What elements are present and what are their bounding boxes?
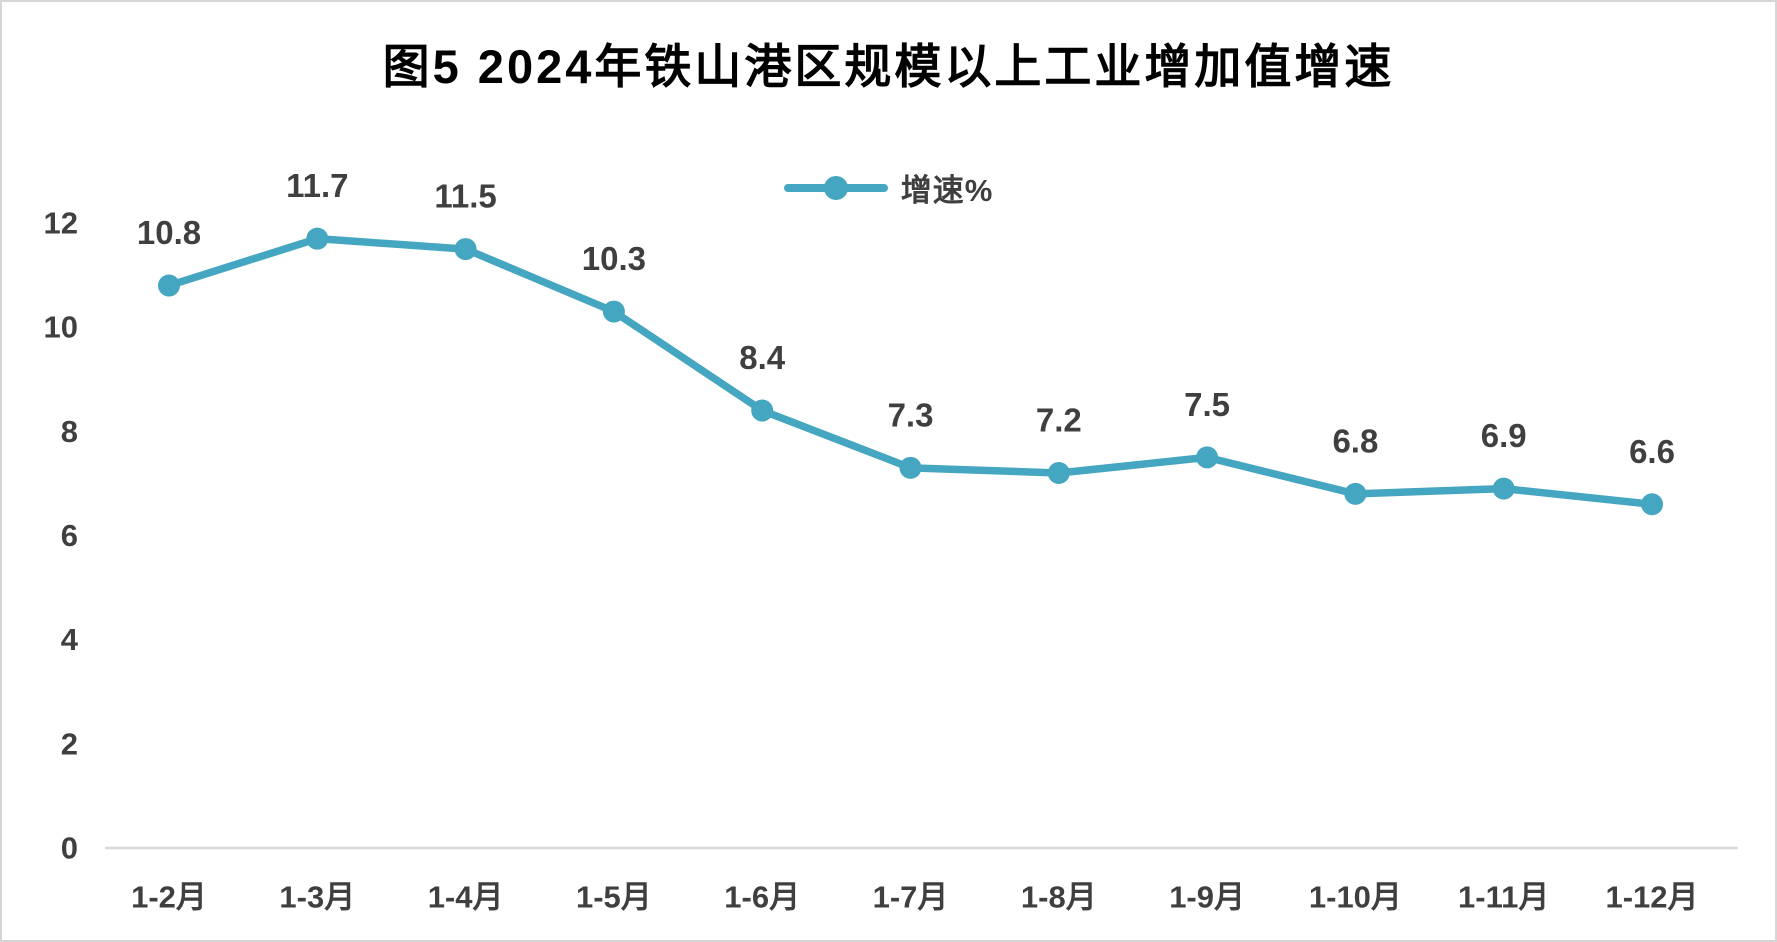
- data-point-marker: [751, 399, 774, 422]
- data-point-marker: [1641, 493, 1663, 516]
- data-point-marker: [306, 227, 329, 250]
- y-axis-tick-label: 12: [44, 206, 78, 241]
- legend-dot-icon: [823, 175, 848, 200]
- data-point-marker: [602, 300, 625, 323]
- x-axis-category-label: 1-4月: [428, 880, 504, 915]
- data-point-marker: [158, 274, 180, 297]
- legend-line-marker-icon: [783, 175, 888, 200]
- x-axis-category-label: 1-3月: [279, 880, 355, 915]
- data-point-label: 7.2: [1036, 402, 1082, 439]
- data-point-marker: [1344, 482, 1367, 505]
- data-point-label: 7.3: [888, 396, 934, 433]
- data-point-label: 8.4: [739, 339, 786, 376]
- legend: 增速%: [2, 165, 1775, 210]
- data-point-label: 11.5: [434, 178, 496, 215]
- x-axis-category-label: 1-8月: [1021, 880, 1097, 915]
- x-axis-category-label: 1-6月: [724, 880, 800, 915]
- x-axis-category-label: 1-9月: [1169, 880, 1245, 915]
- y-axis-tick-label: 0: [61, 831, 78, 866]
- y-axis-tick-label: 8: [61, 414, 78, 449]
- data-point-marker: [1492, 477, 1515, 500]
- x-axis-category-label: 1-12月: [1605, 880, 1698, 915]
- y-axis-tick-label: 6: [61, 518, 78, 553]
- data-point-label: 6.8: [1332, 422, 1378, 459]
- legend-series-label: 增速%: [900, 173, 994, 208]
- y-axis-tick-label: 4: [61, 622, 79, 657]
- data-point-label: 6.9: [1481, 417, 1527, 454]
- data-point-label: 11.7: [286, 167, 348, 204]
- x-axis-category-label: 1-2月: [131, 880, 207, 915]
- x-axis-category-label: 1-11月: [1458, 880, 1549, 915]
- data-point-label: 7.5: [1184, 386, 1230, 423]
- x-axis-category-label: 1-7月: [873, 880, 949, 915]
- data-point-marker: [1196, 446, 1219, 469]
- chart-title: 图5 2024年铁山港区规模以上工业增加值增速: [382, 40, 1395, 93]
- x-axis-category-label: 1-10月: [1309, 880, 1402, 915]
- data-point-label: 10.3: [582, 240, 646, 277]
- data-point-label: 6.6: [1629, 433, 1675, 470]
- data-point-marker: [899, 456, 922, 479]
- y-axis-tick-label: 2: [61, 726, 78, 761]
- y-axis-tick-label: 10: [44, 310, 78, 345]
- data-point-marker: [454, 238, 477, 261]
- data-point-marker: [1047, 462, 1070, 485]
- x-axis-category-label: 1-5月: [576, 880, 652, 915]
- data-point-label: 10.8: [137, 214, 201, 251]
